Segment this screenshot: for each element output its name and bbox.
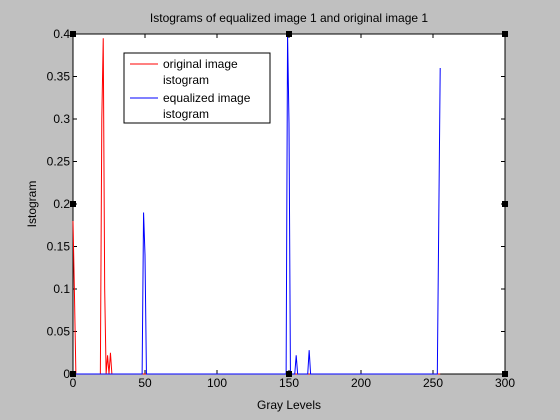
y-tick-label: 0.1	[53, 282, 70, 296]
plot-marker	[70, 371, 76, 377]
y-axis-label: Istogram	[25, 181, 39, 228]
plot-marker	[286, 371, 292, 377]
x-tick-label: 100	[207, 376, 227, 390]
y-tick-label: 0.05	[47, 325, 71, 339]
y-tick-label: 0.25	[47, 155, 71, 169]
x-tick-label: 300	[495, 376, 515, 390]
axis-ticks: 0 50 100 150 200 250 300 0 0.05 0.1 0.15 0.2 0.25 0.3…	[47, 27, 516, 390]
x-axis-label: Gray Levels	[257, 398, 321, 412]
plot-marker	[286, 31, 292, 37]
plot-marker	[70, 201, 76, 207]
x-tick-label: 250	[423, 376, 443, 390]
plot-marker	[502, 31, 508, 37]
x-tick-label: 200	[351, 376, 371, 390]
plot-marker	[70, 31, 76, 37]
x-tick-label: 150	[279, 376, 299, 390]
y-tick-label: 0	[63, 367, 70, 381]
plot-marker	[502, 201, 508, 207]
legend-label-1: original image istogram	[163, 57, 238, 87]
x-tick-label: 50	[138, 376, 152, 390]
legend: original image istogram equalized image ist…	[123, 52, 271, 124]
y-tick-label: 0.4	[53, 27, 70, 41]
plot-marker	[502, 371, 508, 377]
marker-layer	[70, 31, 508, 377]
y-tick-label: 0.15	[47, 240, 71, 254]
series-line-2	[73, 33, 441, 375]
y-tick-label: 0.2	[53, 197, 70, 211]
legend-box	[123, 52, 271, 124]
y-tick-label: 0.35	[47, 70, 71, 84]
x-tick-label: 0	[70, 376, 77, 390]
chart-title: Istograms of equalized image 1 and origi…	[150, 11, 428, 25]
y-tick-label: 0.3	[53, 112, 70, 126]
legend-label-2: equalized image istogram	[163, 91, 251, 121]
